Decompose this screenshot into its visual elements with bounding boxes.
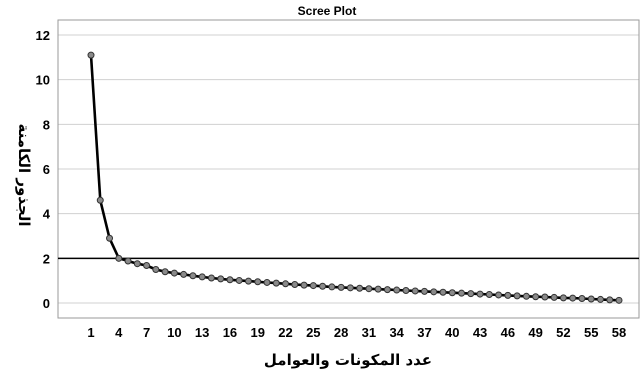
data-point <box>152 266 160 273</box>
data-point <box>309 282 317 290</box>
data-point <box>106 234 114 242</box>
data-point <box>300 281 308 289</box>
data-point <box>319 282 327 290</box>
data-point <box>189 272 197 280</box>
x-tick-label: 37 <box>417 325 431 340</box>
data-point <box>606 296 614 304</box>
data-point <box>226 276 234 284</box>
data-point <box>170 269 178 277</box>
data-point <box>263 278 271 286</box>
data-point <box>272 279 280 287</box>
y-tick-label: 0 <box>43 296 50 311</box>
x-tick-label: 28 <box>334 325 348 340</box>
data-point <box>513 292 521 300</box>
data-point <box>96 196 104 204</box>
x-tick-label: 49 <box>528 325 542 340</box>
data-point <box>217 275 225 283</box>
data-point <box>383 286 391 294</box>
data-point <box>467 290 475 298</box>
data-point <box>532 293 540 301</box>
data-point <box>124 257 132 265</box>
plot-frame <box>57 19 640 319</box>
y-tick-label: 2 <box>43 251 50 266</box>
data-point <box>485 291 493 299</box>
data-point <box>448 289 456 297</box>
y-tick-label: 12 <box>36 28 50 43</box>
x-tick-labels: 1 4 7 10 13 16 19 22 25 28 31 34 37 40 43 46 49 52 55 58 <box>87 325 626 340</box>
data-point <box>411 287 419 295</box>
data-point <box>504 291 512 299</box>
data-point <box>235 276 243 284</box>
x-tick-label: 22 <box>278 325 292 340</box>
data-point <box>430 288 438 296</box>
data-point <box>541 293 549 301</box>
y-axis-label: الجذور الكامنة <box>15 123 33 226</box>
data-point <box>476 290 484 298</box>
data-point <box>615 296 623 304</box>
data-point <box>458 289 466 297</box>
x-tick-label: 10 <box>167 325 181 340</box>
x-tick-label: 43 <box>473 325 487 340</box>
data-point <box>143 261 151 269</box>
data-point <box>569 294 577 302</box>
x-tick-label: 40 <box>445 325 459 340</box>
data-point <box>365 285 373 293</box>
x-tick-label: 52 <box>556 325 570 340</box>
data-point <box>198 273 206 281</box>
x-axis-label: عدد المكونات والعوامل <box>264 351 432 369</box>
data-point <box>587 295 595 303</box>
data-point <box>207 274 215 282</box>
x-tick-label: 19 <box>251 325 265 340</box>
data-point <box>550 293 558 301</box>
x-tick-label: 58 <box>612 325 626 340</box>
data-point <box>596 295 604 303</box>
y-tick-label: 6 <box>43 162 50 177</box>
x-tick-label: 55 <box>584 325 598 340</box>
y-tick-label: 8 <box>43 117 50 132</box>
x-tick-label: 13 <box>195 325 209 340</box>
y-tick-label: 4 <box>43 207 51 222</box>
data-point <box>254 278 262 286</box>
data-point <box>393 286 401 294</box>
x-tick-label: 1 <box>87 325 94 340</box>
series-layer <box>87 51 623 304</box>
data-point <box>133 260 141 268</box>
data-point <box>180 270 188 278</box>
data-point <box>420 287 428 295</box>
data-point <box>578 295 586 303</box>
data-point <box>115 254 123 262</box>
x-tick-label: 16 <box>223 325 237 340</box>
y-tick-labels: 0 2 4 6 8 10 12 <box>36 28 51 311</box>
data-point <box>402 286 410 294</box>
data-point <box>495 291 503 299</box>
x-tick-label: 46 <box>501 325 515 340</box>
data-point <box>374 285 382 293</box>
data-point <box>356 284 364 292</box>
x-tick-label: 31 <box>362 325 376 340</box>
data-point <box>244 277 252 285</box>
data-point <box>328 283 336 291</box>
data-point <box>87 51 95 59</box>
data-point <box>291 280 299 288</box>
data-point <box>346 284 354 292</box>
chart-title: Scree Plot <box>298 4 357 18</box>
data-point <box>337 283 345 291</box>
x-tick-label: 4 <box>115 325 123 340</box>
data-point <box>559 294 567 302</box>
x-tick-label: 34 <box>389 325 404 340</box>
data-point <box>439 288 447 296</box>
series-line <box>89 55 620 302</box>
x-tick-label: 7 <box>143 325 150 340</box>
x-tick-label: 25 <box>306 325 320 340</box>
data-point <box>522 292 530 300</box>
y-tick-label: 10 <box>36 73 50 88</box>
data-point <box>282 280 290 288</box>
data-point <box>161 268 169 276</box>
